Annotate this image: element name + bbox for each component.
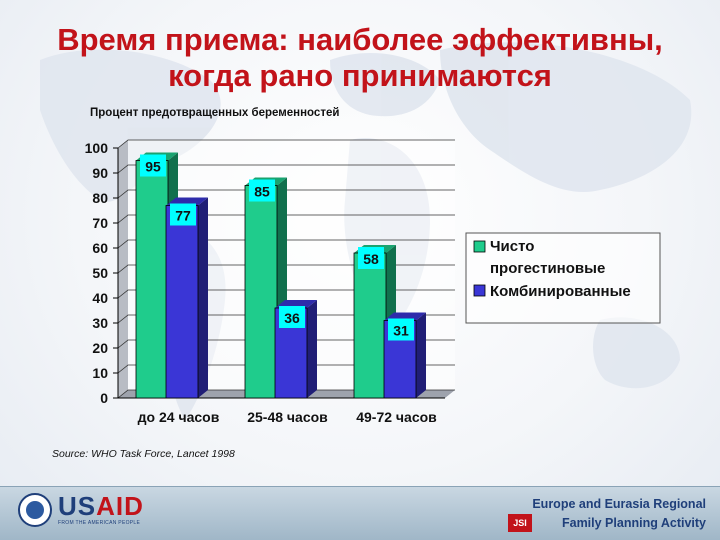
x-tick-label: до 24 часов (138, 409, 220, 425)
y-tick-label: 90 (92, 165, 108, 181)
data-label: 85 (254, 184, 270, 200)
legend-box (465, 232, 661, 324)
data-label-box (358, 247, 384, 269)
usaid-logo-aid: AID (96, 491, 144, 521)
region-name-line-2: Family Planning Activity (561, 516, 706, 530)
legend-label: Комбинированные (490, 283, 631, 300)
y-tick-label: 40 (92, 290, 108, 306)
usaid-seal-icon (18, 493, 52, 527)
usaid-tagline: FROM THE AMERICAN PEOPLE (58, 520, 141, 526)
y-tick-label: 10 (92, 365, 108, 381)
gridline (117, 314, 455, 324)
data-label: 58 (363, 251, 379, 267)
data-label-box (279, 306, 305, 328)
usaid-seal-center (26, 501, 44, 519)
gridline (117, 289, 455, 299)
slide-title: Время приема: наиболее эффективны, когда… (10, 22, 710, 94)
bar-side (416, 312, 426, 398)
data-label: 36 (284, 310, 300, 326)
gridline (117, 389, 455, 399)
gridline (117, 364, 455, 374)
x-tick-label: 25-48 часов (247, 409, 328, 425)
legend-label: Чисто (490, 238, 534, 255)
data-label-box (170, 203, 196, 226)
y-tick-label: 20 (92, 340, 108, 356)
data-label-box (249, 179, 275, 202)
gridline (117, 214, 455, 224)
footer-bar: USAID FROM THE AMERICAN PEOPLE Europe an… (0, 486, 720, 540)
usaid-logo: USAID (58, 492, 144, 520)
bar (135, 160, 169, 399)
bar (165, 205, 199, 399)
bar-side (198, 197, 208, 398)
title-line-2: когда рано принимаются (168, 58, 552, 93)
y-tick-label: 60 (92, 240, 108, 256)
y-tick-label: 50 (92, 265, 108, 281)
legend-swatch (473, 284, 486, 297)
chart-subtitle: Процент предотвращенных беременностей (90, 107, 340, 119)
data-label: 31 (393, 323, 409, 339)
gridline (117, 139, 455, 149)
data-label-box (140, 154, 166, 177)
y-tick-label: 100 (85, 140, 109, 156)
data-label: 95 (145, 159, 161, 175)
y-tick-label: 0 (100, 390, 108, 406)
bar-side (307, 300, 317, 398)
bar (353, 252, 387, 399)
jsi-logo-icon: JSI (508, 514, 532, 532)
gridline (117, 164, 455, 174)
gridline (117, 239, 455, 249)
x-tick-label: 49-72 часов (356, 409, 437, 425)
usaid-logo-us: US (58, 491, 97, 521)
y-tick-label: 80 (92, 190, 108, 206)
gridline (117, 339, 455, 349)
gridline (117, 189, 455, 199)
y-tick-label: 70 (92, 215, 108, 231)
y-tick-label: 30 (92, 315, 108, 331)
bar (244, 185, 278, 399)
title-line-1: Время приема: наиболее эффективны, (57, 22, 663, 57)
data-label-box (388, 318, 414, 341)
legend-label-cont: прогестиновые (490, 260, 605, 277)
source-note: Source: WHO Task Force, Lancet 1998 (52, 448, 235, 460)
legend-swatch (473, 240, 486, 253)
data-label: 77 (175, 208, 191, 224)
region-name-line-1: Europe and Eurasia Regional (532, 497, 706, 511)
gridline (117, 264, 455, 274)
